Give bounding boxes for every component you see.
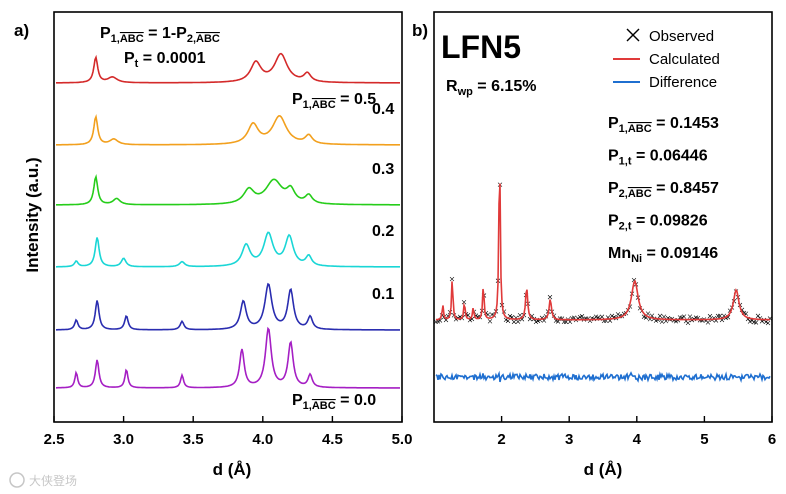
observed-point <box>487 319 493 324</box>
panel-b-x-tick-label: 4 <box>633 431 642 448</box>
observed-point <box>765 320 771 326</box>
legend-observed-label: Observed <box>649 28 714 45</box>
legend-difference-label: Difference <box>649 74 717 91</box>
observed-point <box>681 314 687 319</box>
panel-a-series-0.4 <box>56 113 400 146</box>
panel-a-annotation-1: P1,ABC = 1-P2,ABC <box>100 25 220 45</box>
panel-b-x-tick-label: 5 <box>700 431 708 448</box>
panel-b-x-tick-label: 2 <box>497 431 505 448</box>
panel-a-x-tick-label: 5.0 <box>392 431 413 448</box>
observed-point <box>715 313 721 319</box>
observed-point <box>449 276 455 282</box>
panel-b-label: b) <box>412 21 428 40</box>
observed-point <box>579 314 585 319</box>
observed-point <box>517 312 523 318</box>
panel-b-x-tick-label: 6 <box>768 431 776 448</box>
panel-b-difference-line <box>435 370 771 383</box>
panel-a-x-tick-label: 3.5 <box>183 431 204 448</box>
observed-point <box>753 320 759 325</box>
observed-point <box>511 319 517 325</box>
panel-a-series-0.3 <box>56 174 400 206</box>
parameter-1: P1,t = 0.06446 <box>608 148 708 168</box>
observed-point <box>547 294 553 300</box>
observed-point <box>657 313 663 319</box>
panel-b-legend: Observed Calculated Difference <box>613 28 720 91</box>
panel-b-x-label: d (Å) <box>584 460 623 479</box>
observed-point <box>661 314 667 319</box>
panel-a-x-tick-label: 4.0 <box>252 431 273 448</box>
parameter-0: P1,ABC = 0.1453 <box>608 115 719 135</box>
panel-a-series-label-0.1: 0.1 <box>372 286 394 303</box>
observed-point <box>609 313 615 319</box>
panel-a-series-0.1 <box>56 282 400 331</box>
observed-point <box>555 319 561 324</box>
panel-a-x-tick-label: 4.5 <box>322 431 343 448</box>
panel-a-series-0.2 <box>56 231 400 268</box>
observed-point <box>599 314 605 319</box>
panel-a-x-ticks: 2.5 3.0 3.5 4.0 4.5 5.0 <box>44 416 413 448</box>
panel-a-series-0.0 <box>56 326 400 389</box>
parameter-3: P2,t = 0.09826 <box>608 213 708 233</box>
panel-a-series-label-0.4: 0.4 <box>372 101 394 118</box>
panel-b-calculated-line <box>435 183 771 321</box>
panel-b-x-tick-label: 3 <box>565 431 573 448</box>
observed-point <box>515 319 521 324</box>
parameter-4: MnNi = 0.09146 <box>608 245 718 265</box>
watermark: 大侠登场 <box>9 472 77 488</box>
panel-a-y-label: Intensity (a.u.) <box>23 157 42 272</box>
observed-point <box>755 313 761 319</box>
panel-b-frame <box>433 11 773 423</box>
observed-point <box>659 319 665 324</box>
panel-a-frame <box>53 11 403 423</box>
observed-point <box>685 320 691 326</box>
panel-b-parameters: P1,ABC = 0.1453 P1,t = 0.06446 P2,ABC = 0.… <box>608 115 719 265</box>
parameter-2: P2,ABC = 0.8457 <box>608 180 719 200</box>
panel-a-series-label-0.3: 0.3 <box>372 161 394 178</box>
observed-point <box>563 319 569 325</box>
observed-point <box>705 320 711 325</box>
observed-point <box>561 319 567 325</box>
panel-a-series <box>56 52 400 389</box>
panel-a-series-label-0.2: 0.2 <box>372 223 394 240</box>
observed-point <box>763 319 769 325</box>
panel-b-x-ticks: 2 3 4 5 6 <box>497 416 776 448</box>
observed-point <box>707 313 713 319</box>
svg-text:大侠登场: 大侠登场 <box>29 473 77 488</box>
observed-point <box>687 314 693 319</box>
observed-point <box>461 299 467 305</box>
observed-point <box>717 313 723 319</box>
panel-a-label: a) <box>14 21 29 40</box>
panel-b-title: LFN5 <box>441 29 521 65</box>
panel-a-annotation-2: Pt = 0.0001 <box>124 50 206 70</box>
panel-a-series-label-0.0: P1,ABC = 0.0 <box>292 392 376 412</box>
panel-a-x-tick-label: 2.5 <box>44 431 65 448</box>
panel-a-series-label-0.5: P1,ABC = 0.5 <box>292 91 376 111</box>
panel-a-series-labels: 0.1 0.2 0.3 0.4P1,ABC = 0.5 P1,ABC = 0.0 <box>292 91 394 412</box>
legend-observed-marker <box>626 28 640 42</box>
observed-point <box>505 318 511 324</box>
legend-calculated-label: Calculated <box>649 51 720 68</box>
panel-b-rwp: Rwp = 6.15% <box>446 78 536 98</box>
panel-a-x-label: d (Å) <box>213 460 252 479</box>
panel-a-x-tick-label: 3.0 <box>113 431 134 448</box>
panel-a-series-0.5 <box>56 52 400 84</box>
